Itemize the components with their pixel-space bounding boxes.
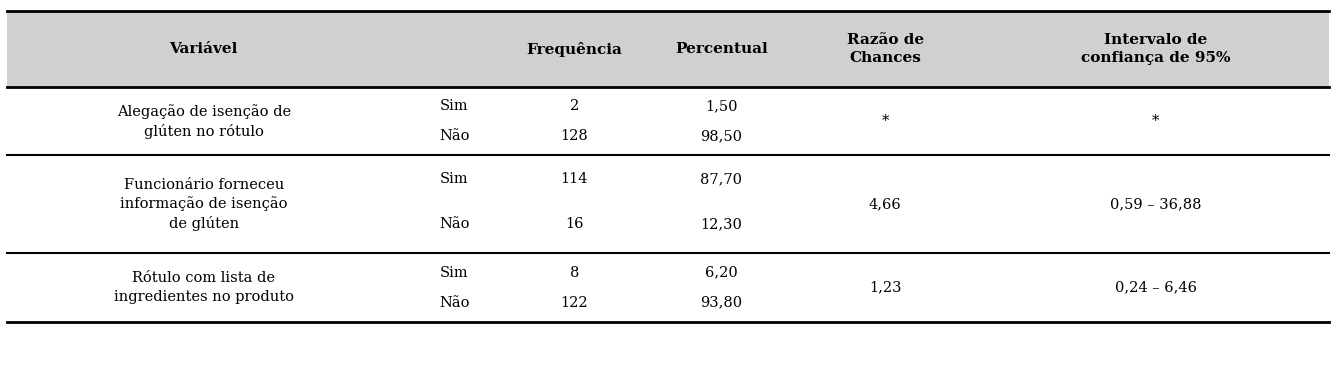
Text: 2: 2 [570,99,578,113]
Text: Não: Não [440,129,469,143]
Text: Variável: Variável [170,42,238,56]
Text: Frequência: Frequência [526,41,623,57]
Text: 12,30: 12,30 [700,217,743,231]
Text: *: * [882,114,888,128]
Text: 98,50: 98,50 [700,129,743,143]
Text: 6,20: 6,20 [705,266,737,280]
Text: 128: 128 [561,129,588,143]
Text: 114: 114 [561,172,588,186]
Text: Alegação de isenção de
glúten no rótulo: Alegação de isenção de glúten no rótulo [116,104,291,138]
Text: 1,50: 1,50 [705,99,737,113]
Text: 0,59 – 36,88: 0,59 – 36,88 [1110,198,1201,211]
Text: 0,24 – 6,46: 0,24 – 6,46 [1114,281,1197,295]
Text: 4,66: 4,66 [868,198,902,211]
Text: 8: 8 [569,266,580,280]
Text: 87,70: 87,70 [700,172,743,186]
Text: 122: 122 [561,296,588,310]
Text: *: * [1152,114,1160,128]
Text: Sim: Sim [440,266,469,280]
Text: Não: Não [440,296,469,310]
Text: 1,23: 1,23 [868,281,902,295]
Text: Razão de
Chances: Razão de Chances [847,33,923,65]
Text: Sim: Sim [440,99,469,113]
Text: Rótulo com lista de
ingredientes no produto: Rótulo com lista de ingredientes no prod… [114,272,294,304]
Text: Percentual: Percentual [675,42,768,56]
Bar [7,11,1329,87]
Text: 16: 16 [565,217,584,231]
Text: Sim: Sim [440,172,469,186]
Text: Intervalo de
confiança de 95%: Intervalo de confiança de 95% [1081,33,1230,65]
Text: Funcionário forneceu
informação de isenção
de glúten: Funcionário forneceu informação de isenç… [120,178,287,231]
Text: 93,80: 93,80 [700,296,743,310]
Text: Não: Não [440,217,469,231]
